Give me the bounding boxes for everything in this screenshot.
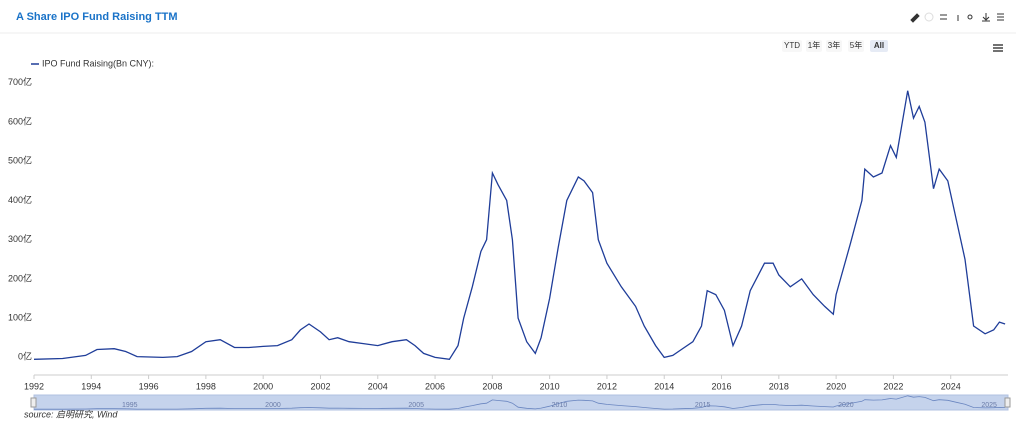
- navigator-label: 1995: [122, 402, 138, 409]
- list-icon[interactable]: [997, 13, 1004, 21]
- edit-icon[interactable]: [910, 13, 920, 23]
- navigator-label: 2000: [265, 402, 281, 409]
- page-title: A Share IPO Fund Raising TTM: [16, 11, 178, 23]
- y-tick-label: 700亿: [8, 76, 32, 87]
- share-icon[interactable]: [967, 14, 973, 20]
- y-tick-label: 300亿: [8, 233, 32, 244]
- range-button[interactable]: [870, 40, 888, 52]
- y-tick-label: 0亿: [18, 351, 32, 362]
- source-note: source: 启明研究, Wind: [24, 409, 118, 419]
- navigator-handle-left[interactable]: [30, 397, 37, 408]
- x-tick-label: 2000: [253, 381, 273, 391]
- x-tick-label: 2020: [826, 381, 846, 391]
- navigator-label: 2015: [695, 402, 711, 409]
- range-button-label[interactable]: All: [874, 41, 884, 50]
- x-tick-label: 1996: [139, 381, 159, 391]
- range-button[interactable]: [782, 40, 802, 52]
- range-button-label[interactable]: 5年: [850, 40, 862, 50]
- x-tick-label: 1992: [24, 381, 44, 391]
- y-tick-label: 100亿: [8, 312, 32, 323]
- x-tick-label: 2022: [883, 381, 903, 391]
- navigator-label: 2010: [552, 402, 568, 409]
- x-tick-label: 1998: [196, 381, 216, 391]
- toolbar[interactable]: [910, 12, 1004, 23]
- y-tick-label: 400亿: [8, 194, 32, 205]
- y-tick-label: 500亿: [8, 155, 32, 166]
- menu-icon[interactable]: [993, 44, 1003, 52]
- x-tick-label: 2008: [482, 381, 502, 391]
- x-tick-label: 1994: [81, 381, 101, 391]
- navigator-line: [34, 395, 1006, 410]
- x-tick-label: 2024: [941, 381, 961, 391]
- download-icon[interactable]: [982, 13, 990, 22]
- range-button-label[interactable]: 3年: [828, 40, 840, 50]
- x-tick-label: 2012: [597, 381, 617, 391]
- x-tick-label: 2016: [712, 381, 732, 391]
- x-tick-label: 2014: [654, 381, 674, 391]
- range-button[interactable]: [848, 40, 864, 52]
- navigator-label: 2020: [838, 402, 854, 409]
- navigator-label: 2025: [981, 402, 997, 409]
- navigator-label: 2005: [408, 402, 424, 409]
- x-tick-label: 2002: [310, 381, 330, 391]
- range-button-label[interactable]: YTD: [784, 41, 800, 50]
- menu-lines[interactable]: [993, 44, 1003, 52]
- x-tick-label: 2006: [425, 381, 445, 391]
- legend-label: IPO Fund Raising(Bn CNY):: [42, 58, 154, 68]
- range-buttons: YTD 1年 3年 5年 All: [782, 40, 888, 52]
- star-icon[interactable]: [924, 12, 934, 22]
- data-line: [33, 90, 1006, 360]
- y-tick-label: 600亿: [8, 115, 32, 126]
- navigator-handle-right[interactable]: [1004, 397, 1011, 408]
- x-tick-label: 2004: [368, 381, 388, 391]
- x-tick-label: 2010: [540, 381, 560, 391]
- x-tick-label: 2018: [769, 381, 789, 391]
- swap-icon[interactable]: [940, 14, 947, 20]
- range-button-label[interactable]: 1年: [808, 40, 820, 50]
- range-button[interactable]: [826, 40, 842, 52]
- range-button[interactable]: [806, 40, 822, 52]
- y-tick-label: 200亿: [8, 272, 32, 283]
